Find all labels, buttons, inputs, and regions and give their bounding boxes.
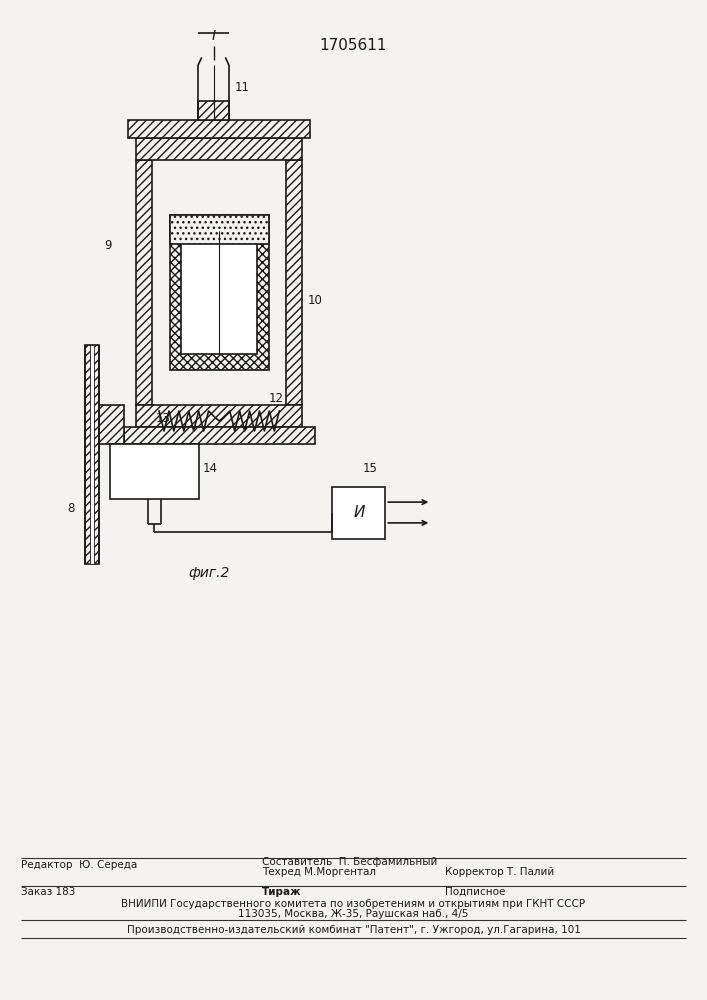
Text: фиг.2: фиг.2 [188,566,229,580]
Bar [181,231,257,354]
Text: 1705611: 1705611 [320,37,387,52]
Text: I: I [211,29,216,43]
Bar [136,138,302,160]
Text: 14: 14 [202,462,218,475]
Bar [332,487,385,539]
Bar [90,345,94,564]
Text: Редактор  Ю. Середа: Редактор Ю. Середа [21,860,137,870]
Text: 13: 13 [156,412,170,424]
Text: И: И [353,505,365,520]
Bar [128,120,310,138]
Bar [95,405,124,444]
Bar [170,215,269,370]
Text: ВНИИПИ Государственного комитета по изобретениям и открытиям при ГКНТ СССР: ВНИИПИ Государственного комитета по изоб… [122,899,585,909]
Bar [286,160,302,405]
Text: 15: 15 [362,462,378,475]
Text: Корректор Т. Палий: Корректор Т. Палий [445,867,555,877]
Text: 113035, Москва, Ж-35, Раушская наб., 4/5: 113035, Москва, Ж-35, Раушская наб., 4/5 [238,909,469,919]
Text: 8: 8 [67,502,74,515]
Text: Производственно-издательский комбинат "Патент", г. Ужгород, ул.Гагарина, 101: Производственно-издательский комбинат "П… [127,925,580,935]
Text: 10: 10 [308,294,322,307]
Text: Техред М.Моргентал: Техред М.Моргентал [262,867,375,877]
Text: Тираж: Тираж [262,887,301,897]
Bar [198,101,229,120]
Text: Заказ 183: Заказ 183 [21,887,76,897]
Text: 12: 12 [269,391,284,404]
Bar [170,215,269,244]
Bar [136,405,302,427]
Text: Составитель  П. Бесфамильный: Составитель П. Бесфамильный [262,857,437,867]
Bar [136,160,152,405]
Text: 9: 9 [105,239,112,252]
Bar [110,444,199,499]
Bar [85,345,99,564]
Bar [124,427,315,444]
Text: Подписное: Подписное [445,887,506,897]
Text: 11: 11 [235,81,250,94]
